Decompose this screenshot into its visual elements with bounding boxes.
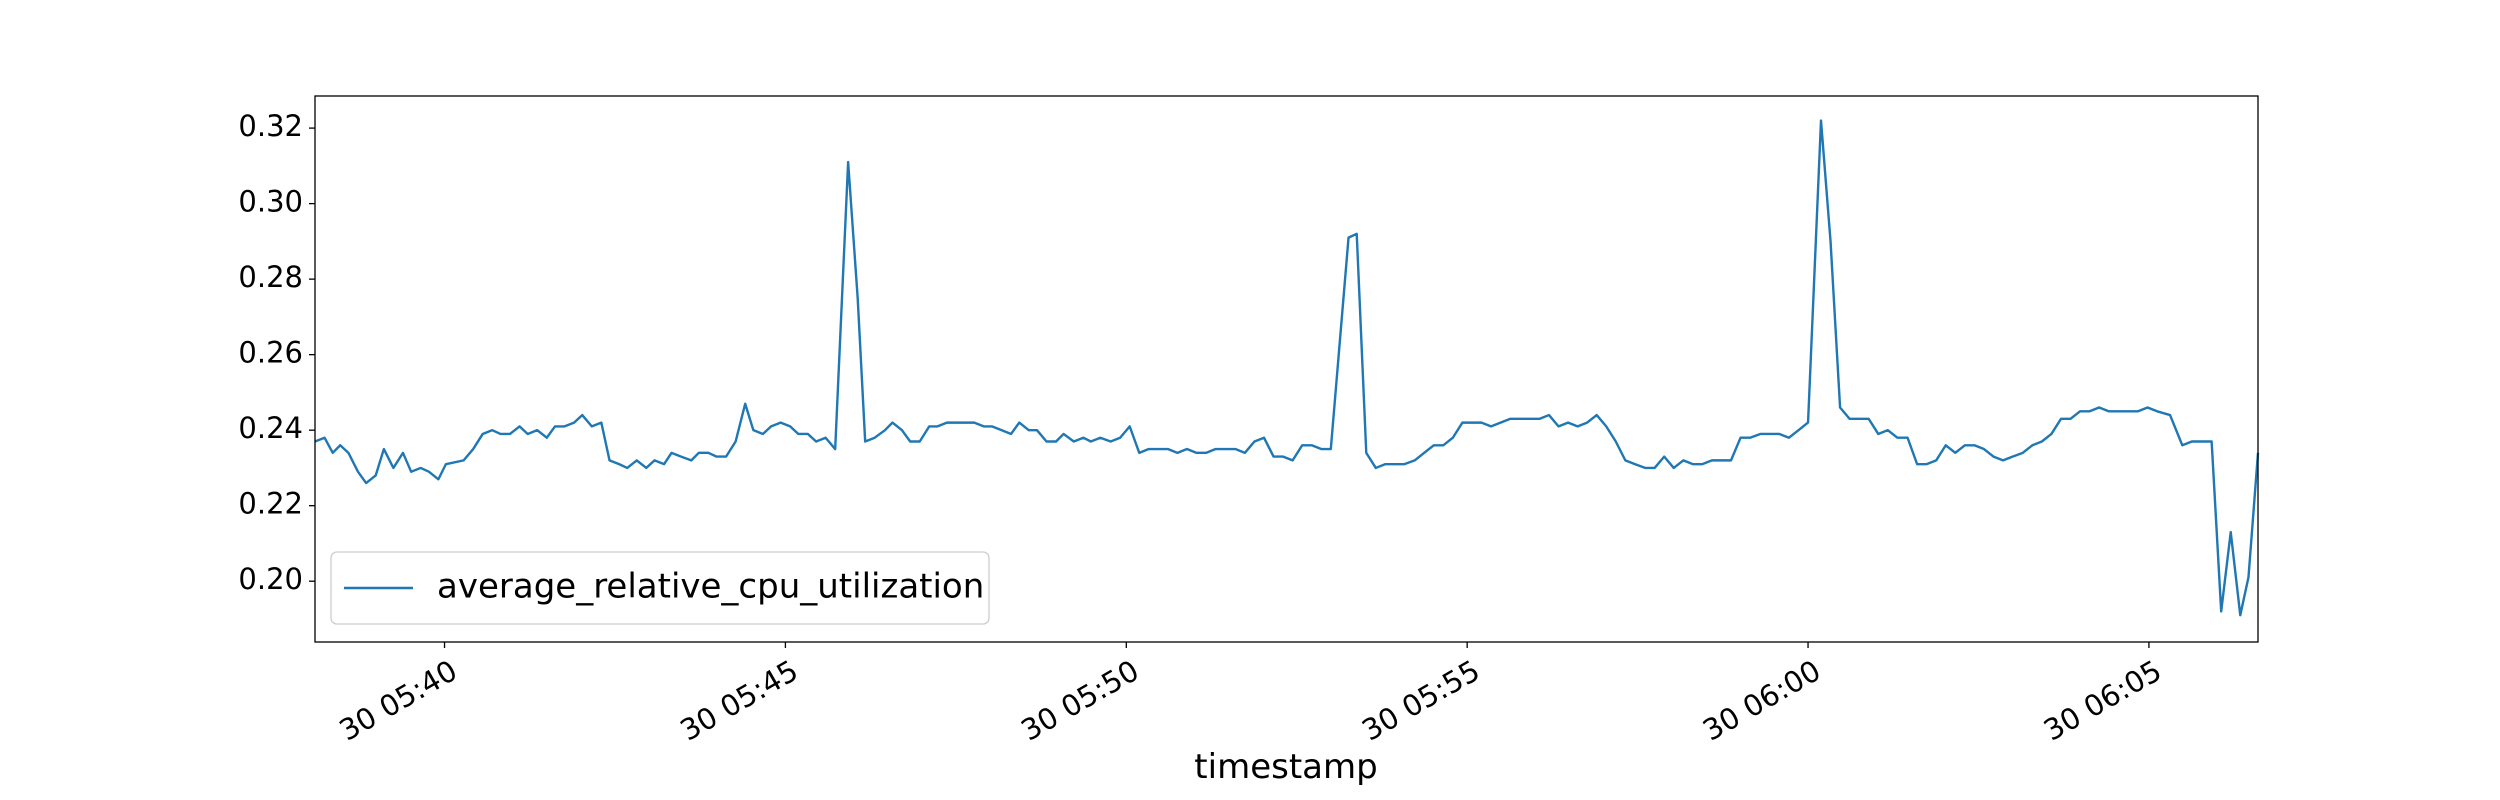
y-tick-label: 0.32 — [238, 109, 303, 143]
y-tick-label: 0.20 — [238, 562, 303, 596]
axes-frame — [314, 95, 2259, 643]
y-tick-label: 0.22 — [238, 487, 303, 521]
y-tick-label: 0.24 — [238, 411, 303, 445]
data-line — [314, 119, 2260, 617]
legend-box — [330, 551, 990, 625]
y-tick-label: 0.26 — [238, 336, 303, 370]
x-axis-label: timestamp — [1194, 747, 1377, 787]
x-tick-label: 30 05:45 — [674, 653, 803, 747]
x-tick-label: 30 05:50 — [1015, 653, 1144, 747]
x-tick-label: 30 06:05 — [2038, 653, 2167, 747]
y-tick-label: 0.30 — [238, 185, 303, 219]
x-tick-label: 30 05:40 — [334, 653, 463, 747]
x-tick-label: 30 06:00 — [1697, 653, 1826, 747]
y-tick-label: 0.28 — [238, 260, 303, 294]
x-tick-label: 30 05:55 — [1356, 653, 1485, 747]
legend-label: average_relative_cpu_utilization — [437, 567, 984, 607]
